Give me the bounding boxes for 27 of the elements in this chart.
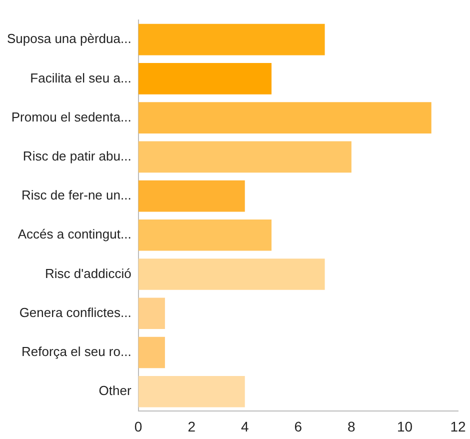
bar — [138, 258, 325, 290]
bar — [138, 63, 272, 94]
y-tick-label: Risc de fer-ne un... — [21, 188, 132, 203]
y-tick-label: Accés a contingut... — [18, 226, 132, 242]
y-tick-label: Risc d'addicció — [45, 266, 132, 281]
y-tick-label: Risc de patir abu... — [22, 148, 132, 164]
bar — [138, 376, 245, 408]
y-tick-label: Genera conflictes... — [19, 304, 132, 320]
bar — [138, 24, 325, 56]
x-tick-label: 4 — [240, 418, 249, 434]
x-tick-label: 2 — [188, 418, 196, 434]
x-tick-label: 6 — [294, 418, 302, 434]
y-tick-label: Suposa una pèrdua... — [6, 31, 132, 46]
x-tick-label: 12 — [450, 418, 466, 434]
y-tick-label: Promou el sedenta... — [11, 109, 132, 124]
bar — [138, 298, 165, 330]
bar — [138, 180, 245, 212]
y-tick-label: Reforça el seu ro... — [21, 344, 132, 360]
x-tick-label: 0 — [134, 418, 142, 434]
x-tick-label: 8 — [348, 418, 356, 434]
bar — [138, 220, 272, 251]
bar — [138, 102, 432, 134]
bar — [138, 336, 165, 368]
y-tick-label: Other — [98, 383, 132, 398]
bar — [138, 141, 352, 173]
y-tick-label: Facilita el seu a... — [30, 70, 132, 86]
x-tick-label: 10 — [396, 418, 413, 434]
